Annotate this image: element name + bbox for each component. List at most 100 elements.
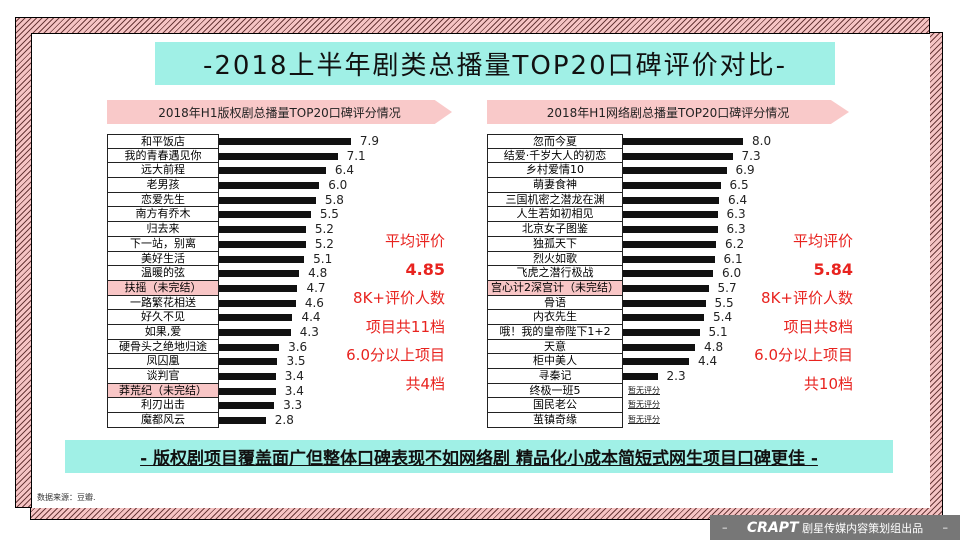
row-label: 三国机密之潜龙在渊 bbox=[487, 192, 623, 208]
value-label: 3.3 bbox=[283, 398, 303, 413]
row-label: 人生若如初相见 bbox=[487, 207, 623, 223]
bar bbox=[219, 387, 276, 395]
value-label: 5.2 bbox=[314, 222, 334, 237]
page-title: -2018上半年剧类总播量TOP20口碑评价对比- bbox=[155, 42, 835, 85]
value-label: 8.0 bbox=[752, 134, 772, 148]
value-label: 6.4 bbox=[728, 192, 748, 207]
row-label: 我的青春遇见你 bbox=[107, 148, 219, 164]
value-label: 4.4 bbox=[301, 310, 321, 325]
row-label: 北京女子图鉴 bbox=[487, 222, 623, 237]
row-label: 天意 bbox=[487, 339, 623, 355]
summary-line: 8K+评价人数 bbox=[353, 289, 445, 308]
bar bbox=[623, 196, 719, 204]
bar bbox=[219, 196, 316, 204]
bar bbox=[623, 226, 718, 234]
row-label: 一路繁花相送 bbox=[107, 295, 219, 311]
bar bbox=[219, 284, 298, 292]
bar bbox=[219, 328, 291, 336]
summary-line: 项目共11档 bbox=[365, 317, 445, 336]
value-label: 6.0 bbox=[722, 266, 742, 281]
row-label: 莽荒纪（未完结） bbox=[107, 383, 219, 399]
summary-line: 共10档 bbox=[803, 374, 853, 393]
value-label: 5.1 bbox=[708, 324, 728, 339]
value-label: 4.8 bbox=[308, 266, 328, 281]
row-label: 温暖的弦 bbox=[107, 266, 219, 281]
bar bbox=[219, 343, 280, 351]
value-label: 6.1 bbox=[723, 251, 743, 266]
row-label: 独孤天下 bbox=[487, 236, 623, 252]
row-label: 归去来 bbox=[107, 222, 219, 237]
bar bbox=[623, 270, 713, 278]
value-label: 4.6 bbox=[304, 295, 324, 310]
row-label: 凤囚凰 bbox=[107, 354, 219, 369]
no-rating-label: 暂无评分 bbox=[628, 400, 660, 410]
bar bbox=[623, 255, 715, 263]
value-label: 5.5 bbox=[319, 207, 339, 222]
value-label: 6.5 bbox=[729, 178, 749, 193]
summary-line: 项目共8档 bbox=[783, 317, 853, 336]
bar bbox=[219, 358, 278, 366]
row-label: 飞虎之潜行极战 bbox=[487, 266, 623, 281]
bar bbox=[219, 314, 293, 322]
bar bbox=[623, 299, 706, 307]
bar bbox=[219, 417, 266, 425]
value-label: 2.8 bbox=[274, 413, 294, 428]
bar bbox=[623, 211, 718, 219]
bar bbox=[623, 240, 716, 248]
row-label: 谈判官 bbox=[107, 369, 219, 384]
badge-text: 剧星传媒内容策划组出品 bbox=[802, 521, 924, 535]
value-label: 3.6 bbox=[288, 339, 308, 354]
row-label: 恋爱先生 bbox=[107, 192, 219, 208]
no-rating-label: 暂无评分 bbox=[628, 415, 660, 425]
crapt-logo: CRAPT bbox=[746, 519, 799, 536]
summary-line: 平均评价 bbox=[384, 232, 445, 250]
row-label: 下一站，别离 bbox=[107, 236, 219, 252]
value-label: 2.3 bbox=[666, 369, 686, 383]
bar bbox=[219, 255, 305, 263]
value-label: 5.2 bbox=[314, 236, 334, 251]
row-label: 萌妻食神 bbox=[487, 178, 623, 193]
row-label: 美好生活 bbox=[107, 251, 219, 267]
value-label: 6.4 bbox=[334, 163, 354, 178]
value-label: 5.1 bbox=[313, 251, 333, 266]
average-score: 5.84 bbox=[813, 259, 853, 279]
bar bbox=[623, 314, 704, 322]
value-label: 3.4 bbox=[284, 383, 304, 398]
right-chart-title: 2018年H1网络剧总播量TOP20口碑评分情况 bbox=[487, 100, 849, 124]
value-label: 6.9 bbox=[735, 163, 755, 178]
value-label: 6.2 bbox=[725, 236, 745, 251]
bar bbox=[623, 358, 689, 366]
bar bbox=[219, 270, 300, 278]
bar bbox=[219, 226, 306, 234]
badge-dash-left: – bbox=[722, 521, 728, 534]
row-label: 利刃出击 bbox=[107, 398, 219, 414]
value-label: 5.7 bbox=[717, 280, 737, 295]
summary-line: 共4档 bbox=[405, 374, 445, 393]
value-label: 4.8 bbox=[704, 339, 724, 354]
data-source: 数据来源：豆瓣. bbox=[37, 493, 96, 502]
value-label: 6.3 bbox=[726, 222, 746, 237]
value-label: 3.5 bbox=[286, 354, 306, 369]
value-label: 6.3 bbox=[726, 207, 746, 222]
row-label: 硬骨头之绝地归途 bbox=[107, 339, 219, 355]
summary-line: 6.0分以上项目 bbox=[346, 346, 445, 365]
bar bbox=[219, 138, 351, 145]
row-label: 如果,爱 bbox=[107, 324, 219, 340]
summary-line: 8K+评价人数 bbox=[761, 289, 853, 308]
badge-dash-right: – bbox=[942, 521, 948, 534]
value-label: 5.4 bbox=[713, 310, 733, 325]
value-label: 4.7 bbox=[306, 280, 326, 295]
row-label: 老男孩 bbox=[107, 178, 219, 193]
bar bbox=[219, 402, 275, 410]
value-label: 3.4 bbox=[284, 369, 304, 383]
row-label: 结爱·千岁大人的初恋 bbox=[487, 148, 623, 164]
bar bbox=[623, 373, 658, 380]
row-label: 魔都风云 bbox=[107, 413, 219, 428]
bar bbox=[219, 299, 296, 307]
value-label: 5.8 bbox=[324, 192, 344, 207]
bar bbox=[219, 211, 311, 219]
summary-line: 平均评价 bbox=[792, 232, 853, 250]
conclusion-banner: - 版权剧项目覆盖面广但整体口碑表现不如网络剧 精品化小成本简短式网生项目口碑更… bbox=[65, 440, 893, 473]
bar bbox=[219, 152, 338, 160]
row-label: 茧镇奇缘 bbox=[487, 413, 623, 428]
